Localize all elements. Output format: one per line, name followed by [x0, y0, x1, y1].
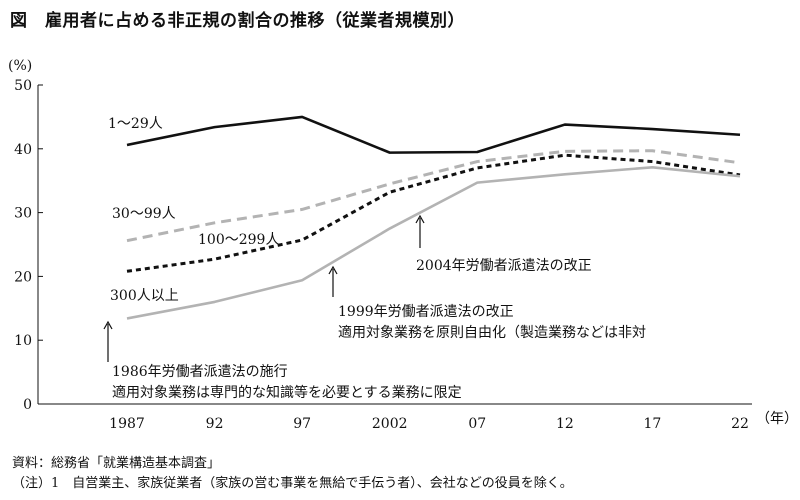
- series-label-4: 300人以上: [110, 288, 179, 304]
- chart-title: 図 雇用者に占める非正規の割合の推移（従業者規模別）: [10, 11, 465, 31]
- x-tick-label: 17: [644, 416, 662, 432]
- series-line-4: [126, 166, 741, 320]
- footnote: （注）1 自営業主、家族従業者（家族の営む事業を無給で手伝う者）、会社などの役員…: [12, 476, 573, 491]
- chart-axes: 0 10 20 30 40 50 (%) 1987 92 97 2002 07 12 17 22 （年）: [8, 58, 798, 432]
- arrow-1999-head: [328, 265, 338, 275]
- annotation-1999-line2: 適用対象業務を原則自由化（製造業務などは非対: [338, 324, 646, 341]
- x-tick-label: 97: [293, 416, 311, 432]
- x-tick-label: 92: [206, 416, 224, 432]
- x-tick-label: 2002: [372, 416, 408, 432]
- y-axis-label: (%): [8, 58, 32, 74]
- series-layer: [126, 115, 741, 320]
- y-tick-label: 50: [14, 78, 32, 94]
- series-line-3: [126, 153, 741, 273]
- arrow-2004-head: [415, 214, 425, 224]
- x-axis-label: （年）: [756, 411, 798, 427]
- series-line-2: [126, 149, 741, 243]
- x-tick-label: 12: [556, 416, 574, 432]
- y-tick-label: 10: [14, 333, 32, 349]
- y-tick-label: 0: [23, 397, 32, 413]
- x-tick-label: 07: [468, 416, 486, 432]
- series-label-3: 100～299人: [198, 232, 279, 248]
- y-tick-label: 20: [14, 269, 32, 285]
- annotation-2004: 2004年労働者派遣法の改正: [416, 258, 592, 274]
- series-line-1: [126, 115, 741, 154]
- labels-layer: 1～29人30～99人100～299人300人以上1986年労働者派遣法の施行適…: [103, 116, 646, 401]
- source-note: 資料：総務省「就業構造基本調査」: [12, 456, 221, 471]
- series-label-1: 1～29人: [108, 116, 163, 132]
- y-tick-label: 40: [14, 142, 32, 158]
- x-tick-label: 22: [731, 416, 749, 432]
- arrow-1986-head: [103, 320, 113, 330]
- line-chart: 0 10 20 30 40 50 (%) 1987 92 97 2002 07 12 17 22 （年） 1～…: [8, 58, 798, 432]
- annotation-1986-line2: 適用対象業務は専門的な知識等を必要とする業務に限定: [112, 384, 462, 401]
- y-tick-label: 30: [14, 206, 32, 222]
- annotation-1986-line1: 1986年労働者派遣法の施行: [112, 364, 288, 380]
- x-tick-label: 1987: [109, 416, 145, 432]
- series-label-2: 30～99人: [112, 206, 176, 222]
- annotation-1999-line1: 1999年労働者派遣法の改正: [338, 304, 514, 320]
